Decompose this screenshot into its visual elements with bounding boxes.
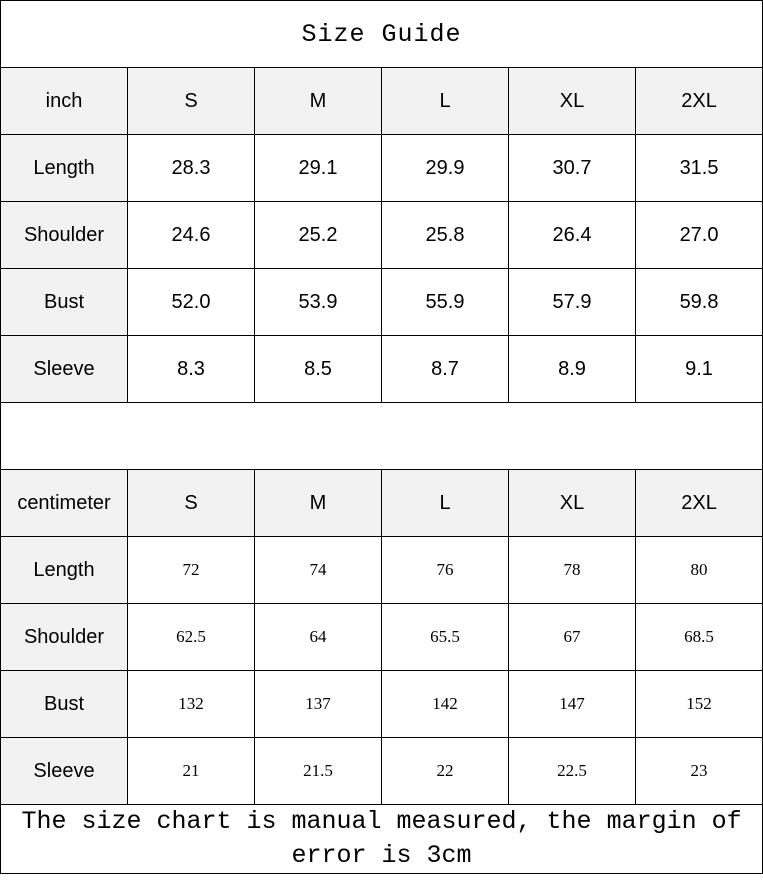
table-row: Sleeve 8.3 8.5 8.7 8.9 9.1 xyxy=(0,335,763,403)
measurement-cell: 59.8 xyxy=(634,268,763,336)
measurement-cell: 78 xyxy=(508,536,636,604)
footnote-row: The size chart is manual measured, the m… xyxy=(0,804,763,874)
measurement-cell: 27.0 xyxy=(634,201,763,269)
measurement-cell: 132 xyxy=(127,670,255,738)
measurement-cell: 67 xyxy=(508,603,636,671)
measurement-cell: 64 xyxy=(254,603,382,671)
row-label: Bust xyxy=(0,670,128,738)
measurement-cell: 21 xyxy=(127,737,255,805)
measurement-cell: 22 xyxy=(381,737,509,805)
measurement-cell: 21.5 xyxy=(254,737,382,805)
measurement-cell: 142 xyxy=(381,670,509,738)
size-header: XL xyxy=(508,67,636,135)
measurement-cell: 62.5 xyxy=(127,603,255,671)
measurement-cell: 53.9 xyxy=(254,268,382,336)
measurement-cell: 8.3 xyxy=(127,335,255,403)
measurement-cell: 23 xyxy=(634,737,763,805)
page-title: Size Guide xyxy=(0,0,763,68)
measurement-cell: 9.1 xyxy=(634,335,763,403)
measurement-cell: 25.8 xyxy=(381,201,509,269)
footnote: The size chart is manual measured, the m… xyxy=(0,804,763,874)
measurement-cell: 68.5 xyxy=(634,603,763,671)
table-row: Bust 52.0 53.9 55.9 57.9 59.8 xyxy=(0,268,763,336)
size-header: S xyxy=(127,469,255,537)
size-header: S xyxy=(127,67,255,135)
unit-label: centimeter xyxy=(0,469,128,537)
table-row: Sleeve 21 21.5 22 22.5 23 xyxy=(0,737,763,805)
measurement-cell: 28.3 xyxy=(127,134,255,202)
table-row: Shoulder 24.6 25.2 25.8 26.4 27.0 xyxy=(0,201,763,269)
measurement-cell: 29.9 xyxy=(381,134,509,202)
row-label: Length xyxy=(0,134,128,202)
measurement-cell: 8.9 xyxy=(508,335,636,403)
measurement-cell: 72 xyxy=(127,536,255,604)
measurement-cell: 8.5 xyxy=(254,335,382,403)
title-row: Size Guide xyxy=(0,0,763,68)
measurement-cell: 76 xyxy=(381,536,509,604)
table-row: Length 72 74 76 78 80 xyxy=(0,536,763,604)
unit-label: inch xyxy=(0,67,128,135)
measurement-cell: 31.5 xyxy=(634,134,763,202)
size-header: M xyxy=(254,67,382,135)
measurement-cell: 52.0 xyxy=(127,268,255,336)
size-header: 2XL xyxy=(634,67,763,135)
row-label: Length xyxy=(0,536,128,604)
row-label: Sleeve xyxy=(0,737,128,805)
measurement-cell: 152 xyxy=(634,670,763,738)
table-row: Length 28.3 29.1 29.9 30.7 31.5 xyxy=(0,134,763,202)
size-header: XL xyxy=(508,469,636,537)
measurement-cell: 74 xyxy=(254,536,382,604)
table-row: Shoulder 62.5 64 65.5 67 68.5 xyxy=(0,603,763,671)
row-label: Shoulder xyxy=(0,603,128,671)
measurement-cell: 25.2 xyxy=(254,201,382,269)
measurement-cell: 8.7 xyxy=(381,335,509,403)
spacer-row xyxy=(0,402,763,470)
measurement-cell: 26.4 xyxy=(508,201,636,269)
inch-table-header-row: inch S M L XL 2XL xyxy=(0,67,763,135)
measurement-cell: 55.9 xyxy=(381,268,509,336)
measurement-cell: 30.7 xyxy=(508,134,636,202)
row-label: Shoulder xyxy=(0,201,128,269)
size-header: 2XL xyxy=(634,469,763,537)
measurement-cell: 57.9 xyxy=(508,268,636,336)
measurement-cell: 147 xyxy=(508,670,636,738)
size-header: L xyxy=(381,469,509,537)
measurement-cell: 137 xyxy=(254,670,382,738)
table-row: Bust 132 137 142 147 152 xyxy=(0,670,763,738)
measurement-cell: 65.5 xyxy=(381,603,509,671)
row-label: Sleeve xyxy=(0,335,128,403)
measurement-cell: 22.5 xyxy=(508,737,636,805)
cm-table-header-row: centimeter S M L XL 2XL xyxy=(0,469,763,537)
measurement-cell: 80 xyxy=(634,536,763,604)
row-label: Bust xyxy=(0,268,128,336)
size-header: L xyxy=(381,67,509,135)
measurement-cell: 29.1 xyxy=(254,134,382,202)
spacer-cell xyxy=(0,402,763,470)
measurement-cell: 24.6 xyxy=(127,201,255,269)
size-header: M xyxy=(254,469,382,537)
